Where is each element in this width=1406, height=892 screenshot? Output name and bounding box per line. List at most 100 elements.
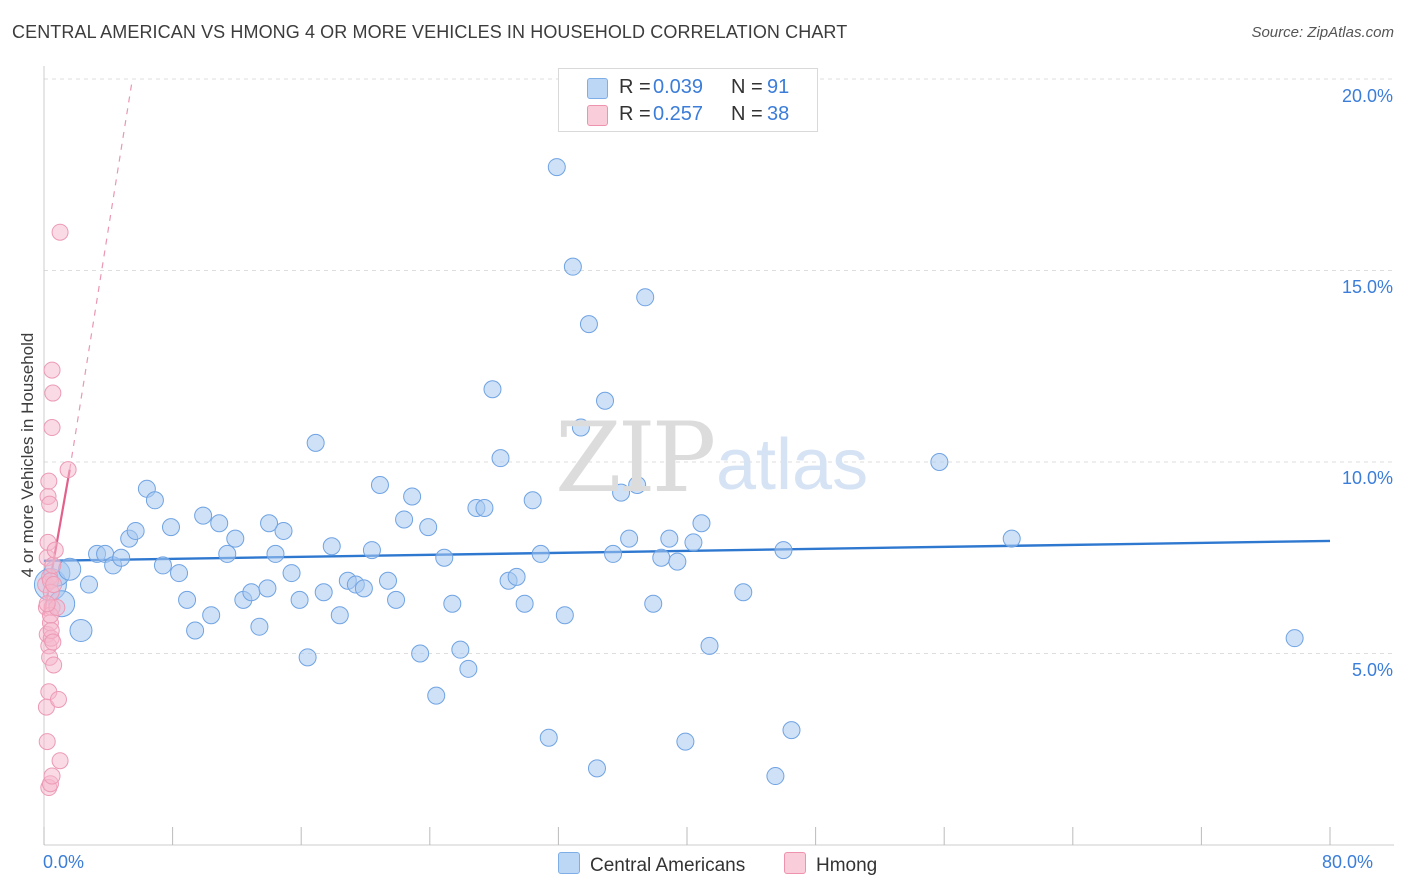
watermark-zip: ZIP [555, 402, 716, 514]
r-value: 0.039 [653, 76, 704, 98]
legend-swatch-pink [587, 105, 608, 126]
data-point-central-americans [194, 506, 213, 525]
data-point-central-americans [596, 391, 615, 410]
y-tick-label-20: 20.0% [1341, 86, 1393, 106]
legend-row-hmong: R = 0.257 N = 38 [559, 101, 817, 127]
data-point-central-americans [451, 640, 470, 659]
r-value: 0.257 [653, 103, 704, 125]
data-point-central-americans [612, 483, 631, 502]
data-point-central-americans [507, 567, 526, 586]
data-point-central-americans [579, 315, 598, 334]
data-point-hmong [51, 752, 69, 770]
data-point-hmong [38, 595, 56, 613]
data-point-hmong [44, 384, 62, 402]
data-point-central-americans [419, 518, 438, 537]
data-point-central-americans [766, 767, 785, 786]
data-point-central-americans [930, 453, 949, 471]
data-point-hmong [44, 556, 62, 574]
data-point-hmong [45, 656, 63, 674]
legend-item-hmong[interactable]: Hmong [784, 852, 877, 877]
data-point-hmong [51, 223, 69, 241]
data-point-central-americans [145, 491, 164, 510]
source-link[interactable]: Source: ZipAtlas.com [1251, 24, 1394, 41]
data-point-central-americans [395, 510, 414, 529]
data-point-central-americans [660, 529, 679, 548]
data-point-hmong [49, 690, 67, 708]
data-point-central-americans [411, 644, 430, 663]
data-point-central-americans [403, 487, 422, 506]
data-point-hmong [40, 472, 58, 490]
data-point-central-americans [636, 288, 655, 307]
data-point-central-americans [571, 418, 590, 437]
legend-label: Hmong [816, 855, 878, 876]
data-point-central-americans [782, 721, 801, 740]
data-point-central-americans [226, 529, 245, 548]
central-americans-trend [43, 539, 1331, 563]
legend-swatch-blue [558, 852, 580, 874]
data-point-central-americans [69, 619, 93, 643]
r-label: R = [619, 76, 651, 98]
data-point-central-americans [178, 590, 197, 609]
data-point-hmong [46, 541, 64, 559]
legend-swatch-blue [587, 78, 608, 99]
legend-item-central-americans[interactable]: Central Americans [558, 852, 745, 877]
chart-title: CENTRAL AMERICAN VS HMONG 4 OR MORE VEHI… [12, 22, 848, 42]
n-value: 38 [767, 103, 790, 125]
data-point-central-americans [620, 529, 639, 548]
data-point-central-americans [443, 594, 462, 613]
data-point-hmong [38, 733, 56, 751]
data-point-hmong [45, 576, 63, 594]
data-point-central-americans [652, 548, 671, 567]
data-point-central-americans [531, 544, 550, 563]
data-point-central-americans [387, 590, 406, 609]
legend-swatch-pink [784, 852, 806, 874]
data-point-central-americans [475, 498, 494, 517]
data-point-hmong [59, 461, 77, 479]
data-point-central-americans [628, 475, 647, 494]
data-point-central-americans [330, 606, 349, 625]
data-point-central-americans [435, 548, 454, 567]
watermark-atlas: atlas [716, 425, 869, 505]
data-point-central-americans [459, 659, 478, 678]
data-point-central-americans [314, 583, 333, 602]
x-tick-label-min: 0.0% [43, 852, 85, 872]
data-point-central-americans [370, 475, 389, 494]
hmong-trend [42, 78, 134, 616]
data-point-central-americans [258, 579, 277, 598]
n-label: N = [731, 76, 763, 98]
y-tick-label-10: 10.0% [1341, 468, 1393, 488]
data-point-central-americans [523, 491, 542, 510]
data-point-hmong [43, 361, 61, 379]
data-point-central-americans [274, 521, 293, 540]
data-point-central-americans [153, 556, 172, 575]
data-point-central-americans [1002, 529, 1021, 548]
data-point-central-americans [668, 552, 687, 571]
data-point-central-americans [58, 557, 82, 581]
data-point-central-americans [774, 541, 793, 560]
data-point-central-americans [684, 533, 703, 552]
data-point-central-americans [515, 594, 534, 613]
data-point-central-americans [282, 564, 301, 583]
y-tick-label-5: 5.0% [1351, 660, 1393, 680]
y-axis-label: 4 or more Vehicles in Household [18, 332, 37, 578]
data-point-central-americans [734, 583, 753, 602]
n-value: 91 [767, 76, 790, 98]
trend-line-dashed [69, 78, 134, 470]
data-point-central-americans [202, 606, 221, 625]
data-point-central-americans [260, 514, 279, 533]
data-point-central-americans [80, 575, 99, 594]
data-point-central-americans [644, 594, 663, 613]
data-point-hmong [41, 495, 59, 513]
data-point-central-americans [427, 686, 446, 705]
trend-line [43, 539, 1331, 563]
data-point-hmong [43, 767, 61, 785]
x-tick-label-max: 80.0% [1322, 852, 1374, 872]
data-point-central-americans [218, 544, 237, 563]
data-point-central-americans [298, 648, 317, 667]
data-point-central-americans [126, 521, 145, 540]
data-point-central-americans [1285, 629, 1304, 648]
data-point-central-americans [322, 537, 341, 556]
hmong-points [37, 223, 77, 797]
n-label: N = [731, 103, 763, 125]
data-point-central-americans [483, 380, 502, 399]
